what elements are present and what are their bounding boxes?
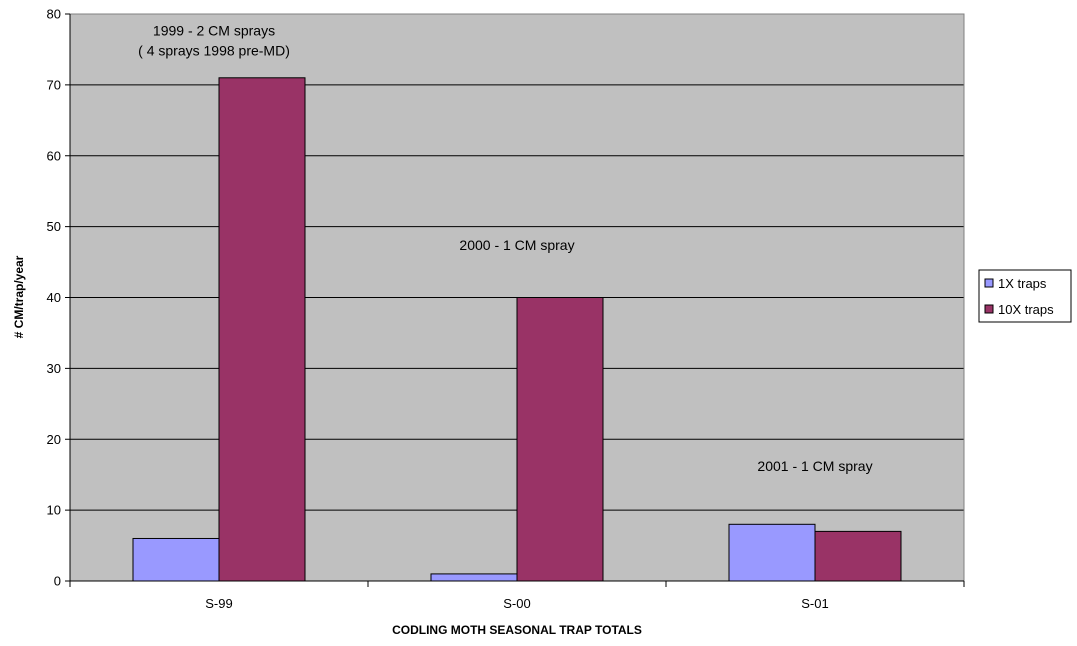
bar-10x-traps-s-01 [814,530,902,582]
y-tick-label: 30 [47,361,61,376]
legend-swatch-1x-traps [984,278,994,288]
bar-1x-traps-s-99 [132,537,220,582]
legend-label-10x-traps: 10X traps [998,302,1054,317]
annotations: 1999 - 2 CM sprays ( 4 sprays 1998 pre-MD… [138,22,872,474]
y-axis-title: # CM/trap/year [12,255,26,338]
y-tick-label: 10 [47,503,61,518]
y-tick-label: 0 [54,574,61,589]
bar-1x-traps-s-01 [728,523,816,582]
y-tick-label: 50 [47,219,61,234]
annotation-1-line-1: 1999 - 2 CM sprays [153,22,275,38]
legend-swatch-10x-traps [984,304,994,314]
x-tick-label-s-99: S-99 [205,596,232,611]
y-tick-label: 40 [47,290,61,305]
legend: 1X traps 10X traps [978,269,1072,323]
annotation-1-line-2: ( 4 sprays 1998 pre-MD) [138,42,290,58]
x-axis-title: CODLING MOTH SEASONAL TRAP TOTALS [392,623,642,637]
bar-1x-traps-s-00 [430,573,518,582]
bar-10x-traps-s-99 [218,77,306,582]
annotation-3-line-1: 2001 - 1 CM spray [757,458,872,474]
y-tick-label: 60 [47,148,61,163]
bar-10x-traps-s-00 [516,297,604,582]
x-tick-label-s-00: S-00 [503,596,530,611]
x-tick-label-s-01: S-01 [801,596,828,611]
y-tick-label: 20 [47,432,61,447]
y-tick-label: 80 [47,7,61,22]
y-tick-label: 70 [47,77,61,92]
annotation-2-line-1: 2000 - 1 CM spray [459,237,574,253]
legend-box [978,269,1072,323]
x-tick-labels: S-99 S-00 S-01 [205,596,828,611]
axes [65,13,965,587]
y-tick-labels: 0 10 20 30 40 50 60 70 80 [47,7,61,589]
legend-label-1x-traps: 1X traps [998,276,1047,291]
bars [132,77,902,582]
